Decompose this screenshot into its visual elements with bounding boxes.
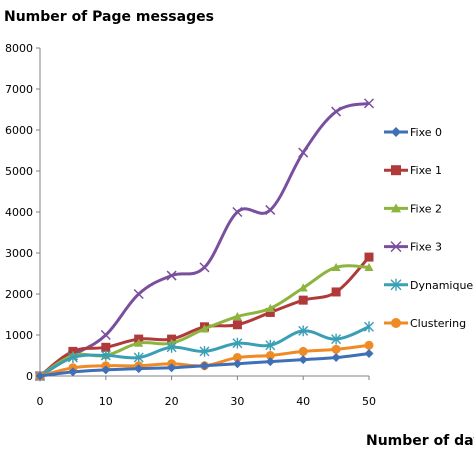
legend-item: Fixe 2 [384,202,442,215]
y-tick-label: 3000 [5,247,33,260]
legend-item: Fixe 0 [384,126,442,139]
data-point [232,337,243,349]
series-fixe-3 [34,98,375,382]
y-tick-label: 0 [26,370,33,383]
data-point [134,338,144,347]
y-tick-label: 4000 [5,206,33,219]
data-point [167,363,177,373]
x-tick-label: 10 [99,395,113,408]
x-axis-label: Number of days [366,433,474,449]
data-point [101,342,111,352]
data-point [68,367,78,377]
data-point [199,262,210,273]
y-tick-label: 6000 [5,124,33,137]
legend-label: Fixe 0 [410,126,442,139]
data-point [133,288,144,300]
data-point [364,252,374,262]
data-point [265,339,276,351]
legend-label: Dynamique [410,279,473,292]
series-fixe-0 [35,348,374,381]
y-tick-label: 8000 [5,42,33,55]
data-point [298,346,308,356]
data-point [363,98,375,109]
legend-label: Fixe 2 [410,202,442,215]
data-point [364,262,374,271]
y-tick-label: 2000 [5,288,33,301]
data-point [298,355,308,365]
data-point [331,344,341,354]
data-point [200,361,209,371]
data-point [232,320,242,330]
data-point [166,270,177,281]
legend-label: Clustering [410,317,466,330]
y-tick-label: 7000 [5,83,33,96]
data-point [265,204,276,215]
series-layer [34,98,375,382]
legend-label: Fixe 3 [410,241,442,254]
data-point [364,321,374,333]
axes: 0 1000 2000 3000 4000 5000 6000 7000 8000 0 10 20 30… [5,42,376,408]
data-point [100,329,111,341]
data-point [331,106,342,117]
x-tick-label: 20 [165,395,179,408]
data-point [391,203,401,213]
data-point [298,147,309,158]
x-tick-label: 50 [362,395,376,408]
data-point [199,346,210,357]
legend-item: Clustering [384,317,466,330]
data-point [265,351,275,360]
data-point [391,165,401,176]
data-point [298,283,308,292]
data-point [298,295,308,305]
data-point [298,325,309,337]
data-point [134,364,144,374]
x-tick-label: 40 [296,395,310,408]
data-point [200,324,209,333]
data-point [331,287,341,297]
data-point [391,127,401,137]
legend-item: Fixe 3 [384,241,442,254]
data-point [331,262,341,271]
data-point [331,333,342,345]
data-point [35,371,45,381]
data-point [364,340,374,350]
data-point [100,350,111,361]
y-tick-label: 5000 [5,165,33,178]
data-point [232,206,243,218]
data-point [391,318,401,328]
data-point [331,353,341,363]
data-point [265,307,275,317]
legend-item: Fixe 1 [384,164,442,177]
data-point [166,341,177,353]
data-point [133,352,144,363]
data-point [67,352,78,363]
legend: Fixe 0 Fixe 1 Fixe 2 Fixe 3 Dynamique Cluster… [384,126,473,330]
x-tick-label: 30 [230,395,244,408]
data-point [390,278,402,291]
x-tick-label: 0 [37,395,44,408]
legend-item: Dynamique [384,279,473,292]
data-point [232,353,242,363]
data-point [232,359,242,369]
y-tick-label: 1000 [5,329,33,342]
data-point [265,357,275,367]
data-point [265,303,275,312]
data-point [390,241,402,253]
data-point [101,365,111,375]
data-point [232,312,242,321]
data-point [364,348,374,358]
legend-label: Fixe 1 [410,164,442,177]
chart-title: Number of Page messages [4,9,214,25]
